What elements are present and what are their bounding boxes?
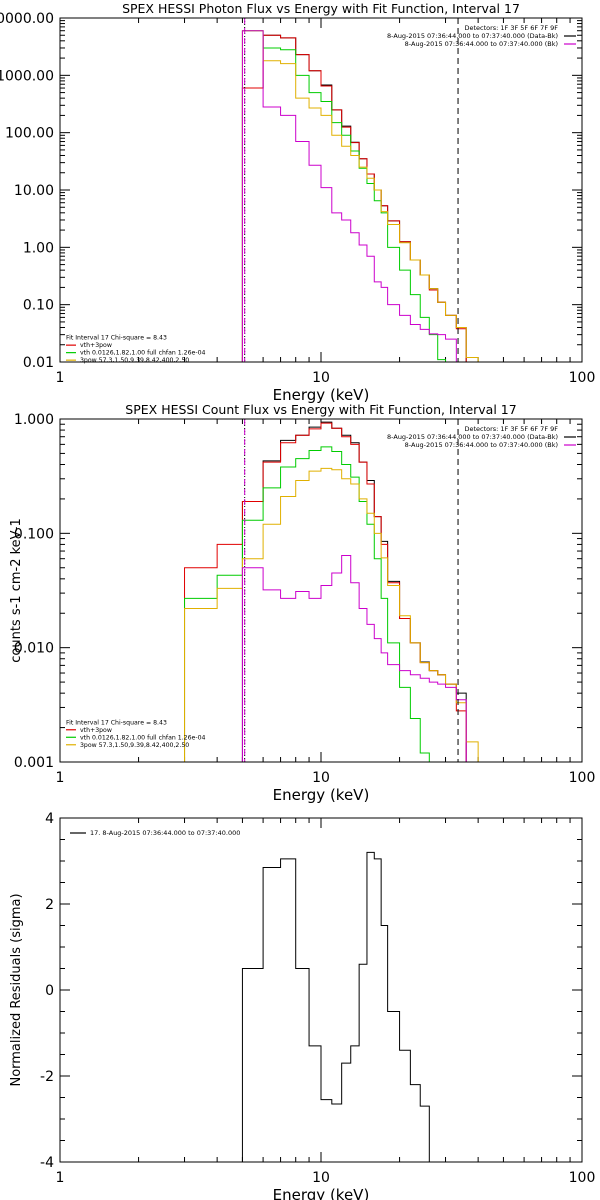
y-tick-label: 10.00 (14, 183, 54, 199)
chart-title: SPEX HESSI Photon Flux vs Energy with Fi… (122, 1, 520, 16)
x-axis-label: Energy (keV) (273, 386, 370, 404)
series-5-line (241, 30, 457, 362)
x-tick-label: 100 (569, 770, 596, 786)
series-1-line (241, 34, 467, 362)
y-tick-label: 0 (45, 983, 54, 999)
series-5-line (241, 554, 467, 762)
y-tick-label: 10000.00 (0, 11, 54, 27)
chart-1: 1 10 100 0.01 0.10 1.00 10.00 100.00 1000.00 1000… (0, 1, 595, 404)
annotation-line: 8-Aug-2015 07:36:44.000 to 07:37:40.000 … (387, 32, 558, 40)
y-tick-label: -2 (40, 1069, 54, 1085)
series-1-line (241, 421, 467, 762)
legend-entry: Fit Interval 17 Chi-square = 8.43 (66, 719, 167, 726)
y-tick-label: 0.001 (14, 755, 54, 771)
plot-area (184, 421, 479, 762)
y-tick-label: 0.010 (14, 641, 54, 657)
legend-entry: 3pow 57.3,1.50,9.39,8.42,400,2.50 (80, 357, 189, 364)
y-tick-label: 2 (45, 897, 54, 913)
legend-entry: vth+3pow (80, 727, 112, 734)
series-4-line (184, 467, 479, 762)
y-tick-label: 0.10 (23, 298, 54, 314)
x-tick-label: 10 (312, 1170, 330, 1186)
y-axis-label: Normalized Residuals (sigma) (9, 893, 24, 1086)
y-tick-label: 100.00 (5, 126, 54, 142)
x-tick-label: 10 (312, 370, 330, 386)
x-axis-label: Energy (keV) (273, 1186, 370, 1200)
annotation-line: 8-Aug-2015 07:36:44.000 to 07:37:40.000 … (405, 40, 558, 48)
plot-area (241, 851, 457, 1162)
legend-entry: Fit Interval 17 Chi-square = 8.43 (66, 335, 167, 342)
annotation-line: Detectors: 1F 3F 5F 6F 7F 9F (464, 24, 558, 32)
chart-3: 1 10 100 -4 -2 0 2 4 Energy (keV) Normalized Resi… (9, 811, 595, 1200)
y-tick-label: 4 (45, 811, 54, 827)
y-tick-label: -4 (40, 1155, 54, 1171)
x-tick-label: 1 (56, 1170, 65, 1186)
y-tick-label: 0.01 (23, 355, 54, 371)
legend-entry: 17. 8-Aug-2015 07:36:44.000 to 07:37:40.… (90, 829, 240, 837)
plot-frame (59, 817, 583, 1163)
annotation-line: 8-Aug-2015 07:36:44.000 to 07:37:40.000 … (405, 441, 558, 449)
chart-title: SPEX HESSI Count Flux vs Energy with Fit… (125, 402, 516, 417)
series-4-line (241, 30, 479, 362)
x-tick-label: 100 (569, 370, 596, 386)
annotation-line: Detectors: 1F 3F 5F 6F 7F 9F (464, 425, 558, 433)
series-2-line (184, 422, 467, 762)
x-tick-label: 1 (56, 770, 65, 786)
x-tick-label: 10 (312, 770, 330, 786)
legend-entry: vth+3pow (80, 342, 112, 349)
y-tick-label: 1000.00 (0, 68, 54, 84)
x-tick-label: 100 (569, 1170, 596, 1186)
plot-frame (59, 418, 583, 763)
series-3-line (184, 446, 439, 762)
y-tick-label: 0.100 (14, 526, 54, 542)
series-3-line (241, 30, 447, 362)
chart-2: 1 10 100 0.001 0.010 0.100 1.000 SPEX HESSI Cou… (9, 402, 595, 804)
legend-entry: vth 0.0126,1.82,1.00 full chfan 1.26e-04 (80, 350, 206, 357)
legend-entry: 3pow 57.3,1.50,9.39,8.42,400,2.50 (80, 742, 189, 749)
y-tick-label: 1.00 (23, 240, 54, 256)
series-2-line (241, 34, 467, 362)
x-axis-label: Energy (keV) (273, 786, 370, 804)
plot-area (241, 30, 479, 362)
y-tick-label: 1.000 (14, 412, 54, 428)
legend-entry: vth 0.0126,1.82,1.00 full chfan 1.26e-04 (80, 734, 206, 741)
annotation-line: 8-Aug-2015 07:36:44.000 to 07:37:40.000 … (387, 433, 558, 441)
y-axis-label: counts s-1 cm-2 keV-1 (9, 518, 24, 663)
plot-frame (59, 17, 583, 363)
x-tick-label: 1 (56, 370, 65, 386)
series-1-line (241, 851, 457, 1162)
